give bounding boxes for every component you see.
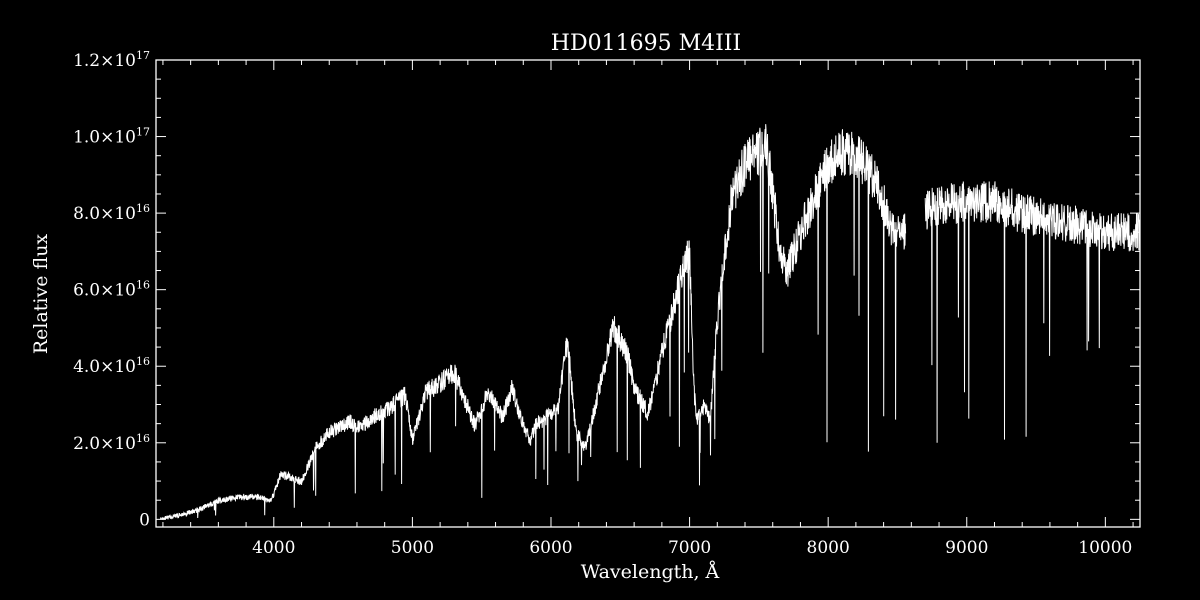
chart-title: HD011695 M4III xyxy=(551,31,741,56)
y-tick-label: 8.0×1016 xyxy=(73,202,150,224)
x-tick-label: 4000 xyxy=(252,538,295,558)
y-tick-label: 1.0×1017 xyxy=(73,126,150,148)
x-tick-label: 8000 xyxy=(807,538,850,558)
plot-frame xyxy=(155,59,1141,528)
y-tick-label: 1.2×1017 xyxy=(73,49,150,71)
x-tick-label: 7000 xyxy=(668,538,711,558)
x-tick-label: 5000 xyxy=(391,538,434,558)
x-tick-label: 6000 xyxy=(529,538,572,558)
y-tick-label: 6.0×1016 xyxy=(73,279,150,301)
x-axis-label: Wavelength, Å xyxy=(581,561,720,583)
y-axis-label: Relative flux xyxy=(30,234,52,355)
y-axis-ticks: 0 2.0×1016 4.0×1016 6.0×1016 8.0×1016 1.0×101… xyxy=(73,49,1140,530)
spectrum-line xyxy=(924,181,1140,443)
spectrum-series xyxy=(160,124,1140,521)
y-tick-label: 0 xyxy=(139,510,150,530)
x-tick-label: 10000 xyxy=(1078,538,1132,558)
y-tick-label: 4.0×1016 xyxy=(73,355,150,377)
x-tick-label: 9000 xyxy=(945,538,988,558)
x-axis-ticks: 4000 5000 6000 7000 8000 9000 10000 xyxy=(162,60,1134,558)
spectrum-line xyxy=(160,124,907,521)
y-tick-label: 2.0×1016 xyxy=(73,432,150,454)
